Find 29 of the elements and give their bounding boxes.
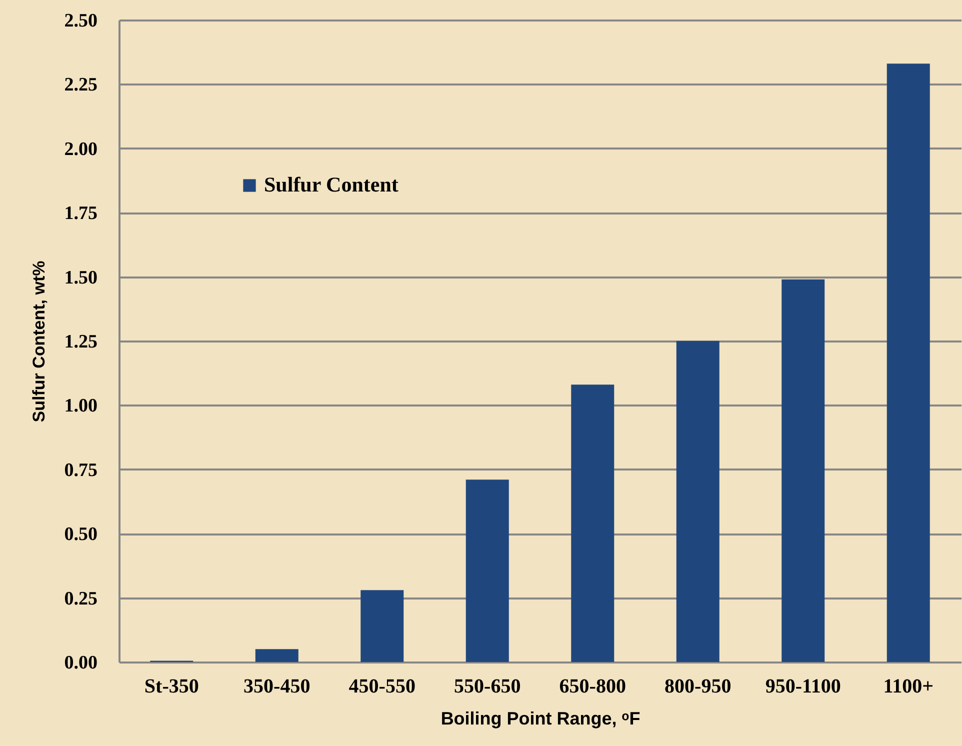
x-tick-label: 550-650 xyxy=(454,676,521,698)
x-tick-label: 450-550 xyxy=(348,676,416,698)
x-tick-label: 650-800 xyxy=(559,676,626,698)
y-tick-label: 0.00 xyxy=(64,652,98,674)
x-tick-label: 1100+ xyxy=(883,676,934,698)
y-tick-label: 2.25 xyxy=(64,74,98,96)
bar xyxy=(360,590,404,662)
y-tick-label: 1.75 xyxy=(64,203,98,224)
bar xyxy=(676,341,720,662)
y-tick-label: 1.50 xyxy=(64,267,98,288)
bar xyxy=(466,480,509,662)
y-tick-label: 0.75 xyxy=(64,460,98,481)
bar xyxy=(571,384,614,662)
y-tick-label: 1.00 xyxy=(64,396,98,417)
y-tick-label: 1.25 xyxy=(64,332,98,352)
y-tick-label: 0.50 xyxy=(64,524,98,546)
x-tick-label: St-350 xyxy=(144,676,199,698)
bar xyxy=(782,279,825,662)
legend-label: Sulfur Content xyxy=(264,172,398,196)
y-axis-title: Sulfur Content, wt% xyxy=(29,260,48,422)
y-tick-label: 0.25 xyxy=(64,588,98,610)
x-tick-label: 800-950 xyxy=(664,676,732,698)
bar xyxy=(255,649,298,662)
x-axis-title: Boiling Point Range, ᵒF xyxy=(440,708,640,728)
x-tick-label: 350-450 xyxy=(244,676,310,698)
x-tick-label: 950-1100 xyxy=(765,676,841,698)
bar xyxy=(886,64,930,662)
y-tick-label: 2.00 xyxy=(64,138,98,160)
y-tick-label: 2.50 xyxy=(64,10,98,32)
